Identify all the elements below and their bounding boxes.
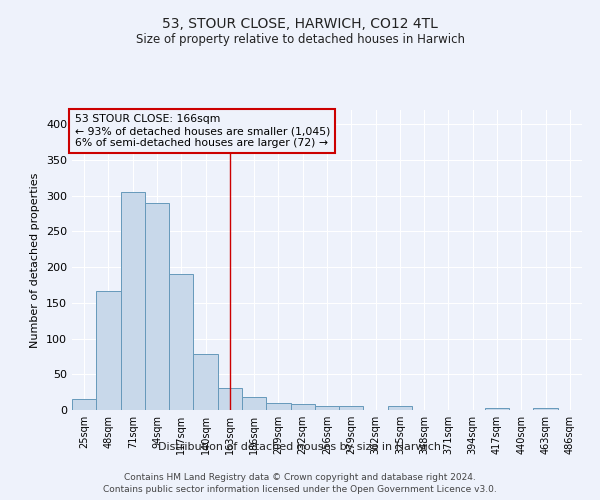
Bar	[315, 406, 339, 410]
Bar	[145, 203, 169, 410]
Bar	[533, 408, 558, 410]
Bar	[485, 408, 509, 410]
Text: Contains public sector information licensed under the Open Government Licence v3: Contains public sector information licen…	[103, 485, 497, 494]
Text: Distribution of detached houses by size in Harwich: Distribution of detached houses by size …	[158, 442, 442, 452]
Bar	[121, 192, 145, 410]
Bar	[242, 397, 266, 410]
Bar	[339, 406, 364, 410]
Bar	[218, 388, 242, 410]
Bar	[290, 404, 315, 410]
Bar	[72, 400, 96, 410]
Bar	[388, 406, 412, 410]
Text: Contains HM Land Registry data © Crown copyright and database right 2024.: Contains HM Land Registry data © Crown c…	[124, 472, 476, 482]
Text: Size of property relative to detached houses in Harwich: Size of property relative to detached ho…	[136, 32, 464, 46]
Y-axis label: Number of detached properties: Number of detached properties	[31, 172, 40, 348]
Bar	[193, 354, 218, 410]
Text: 53, STOUR CLOSE, HARWICH, CO12 4TL: 53, STOUR CLOSE, HARWICH, CO12 4TL	[162, 18, 438, 32]
Bar	[169, 274, 193, 410]
Text: 53 STOUR CLOSE: 166sqm
← 93% of detached houses are smaller (1,045)
6% of semi-d: 53 STOUR CLOSE: 166sqm ← 93% of detached…	[74, 114, 330, 148]
Bar	[96, 290, 121, 410]
Bar	[266, 403, 290, 410]
